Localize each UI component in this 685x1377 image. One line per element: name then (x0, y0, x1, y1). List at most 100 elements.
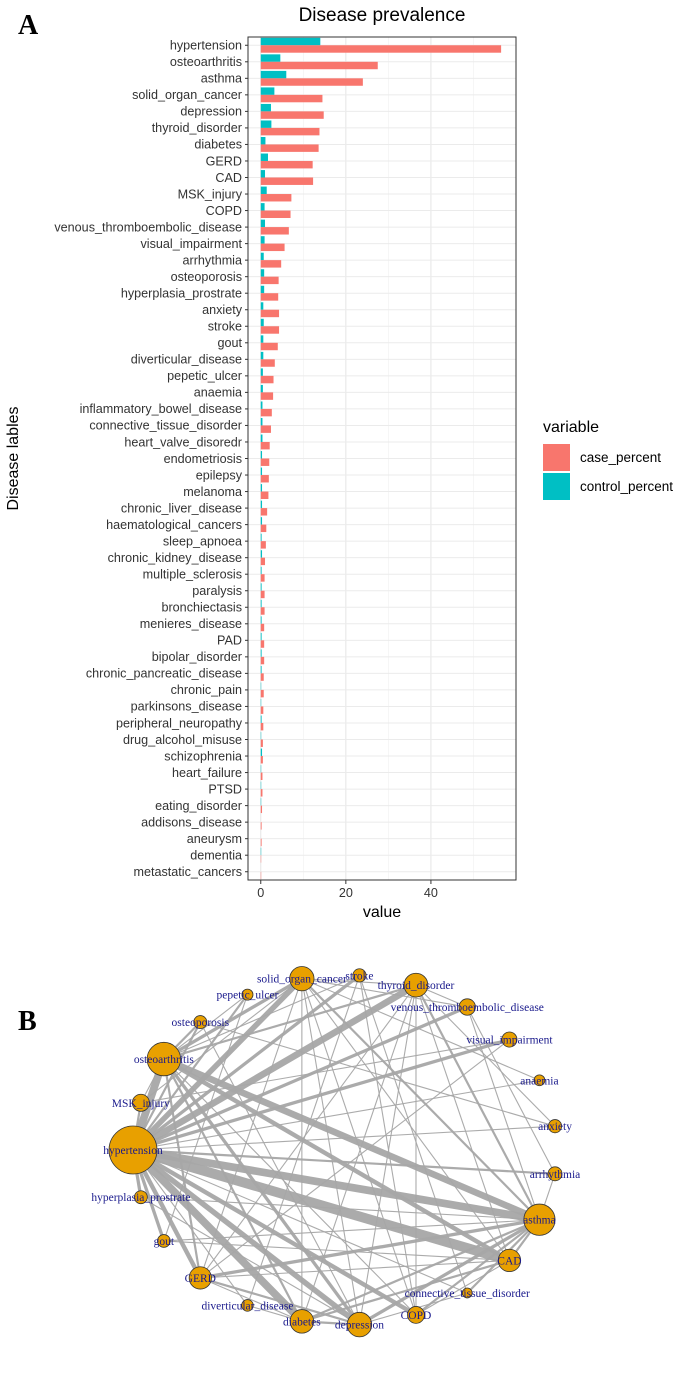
y-tick-label: bipolar_disorder (152, 650, 242, 664)
bar-case-percent (260, 326, 280, 334)
bar-case-percent (260, 227, 289, 235)
legend-label: case_percent (580, 450, 661, 465)
bar-case-percent (260, 45, 502, 53)
y-tick-label: endometriosis (164, 452, 242, 466)
network-edge (301, 977, 541, 1221)
node-label: osteoarthritis (134, 1054, 195, 1066)
node-label: connective_tissue_disorder (405, 1288, 530, 1300)
network-edge (358, 975, 417, 1315)
bar-case-percent (260, 392, 274, 400)
y-tick-label: parkinsons_disease (131, 700, 242, 714)
y-tick-label: eating_disorder (155, 799, 242, 813)
bar-control-percent (260, 616, 262, 624)
network-edge (140, 1196, 360, 1326)
bar-control-percent (260, 665, 262, 674)
bar-case-percent (260, 144, 319, 152)
node-label: diverticular_disease (201, 1300, 293, 1312)
node-label: visual_impairment (466, 1035, 553, 1047)
network-edge (358, 1218, 541, 1327)
bar-case-percent (260, 805, 263, 814)
network-edge (130, 1147, 305, 1325)
network-edge (200, 1259, 510, 1279)
bar-case-percent (260, 508, 268, 516)
plot-border (247, 36, 517, 881)
y-tick-label: sleep_apnoea (163, 534, 242, 548)
bar-case-percent (260, 706, 264, 714)
node-label: anxiety (538, 1121, 572, 1133)
network-edge (162, 1057, 511, 1263)
bar-case-percent (260, 458, 270, 466)
y-tick-label: PTSD (208, 782, 242, 796)
node-label: pepetic_ulcer (216, 990, 278, 1002)
bar-control-percent (260, 285, 265, 294)
y-tick-label: chronic_pain (171, 683, 242, 697)
y-tick-label: asthma (201, 72, 242, 86)
bar-control-percent (260, 120, 272, 128)
network-edge (199, 1039, 510, 1279)
y-tick-label: MSK_injury (178, 187, 243, 201)
y-tick-label: schizophrenia (164, 749, 242, 763)
bar-control-percent (260, 87, 275, 95)
y-tick-label: osteoarthritis (170, 55, 242, 69)
network-edge (163, 1240, 510, 1261)
bar-control-percent (260, 632, 262, 641)
y-tick-label: chronic_kidney_disease (108, 551, 242, 565)
network-edge (415, 984, 556, 1127)
bar-case-percent (260, 408, 272, 417)
x-axis-title: value (363, 904, 401, 921)
y-tick-label: arrhythmia (183, 253, 243, 267)
y-tick-label: inflammatory_bowel_disease (80, 402, 242, 416)
bar-case-percent (260, 293, 279, 301)
bar-control-percent (260, 318, 264, 327)
y-tick-label: paralysis (192, 584, 242, 598)
network-edge (131, 1147, 362, 1327)
legend-label: control_percent (580, 479, 673, 494)
bar-control-percent (260, 269, 265, 277)
bar-case-percent (260, 309, 280, 318)
y-tick-label: anxiety (202, 303, 243, 317)
bar-control-percent (260, 37, 321, 46)
network-edge (301, 978, 417, 1316)
bar-case-percent (260, 111, 324, 119)
node-label: MSK_injury (112, 1098, 170, 1110)
bar-case-percent (260, 375, 274, 384)
network-edge (301, 978, 468, 1008)
bar-control-percent (260, 599, 262, 608)
network-node (533, 1074, 546, 1087)
bar-case-percent (260, 441, 270, 450)
bar-control-percent (260, 583, 262, 591)
bar-control-percent (260, 186, 267, 195)
panel-b-letter: B (18, 1006, 37, 1037)
y-tick-label: dementia (190, 849, 242, 863)
bar-control-percent (260, 533, 262, 542)
bar-control-percent (260, 70, 287, 79)
network-node (241, 988, 254, 1001)
network-node (133, 1190, 148, 1205)
y-tick-label: COPD (206, 204, 242, 218)
network-edge (131, 1145, 511, 1266)
bar-case-percent (260, 623, 265, 632)
network-node (403, 972, 429, 998)
y-tick-label: PAD (217, 634, 242, 648)
y-tick-label: depression (180, 105, 242, 119)
network-node (346, 1311, 373, 1338)
bar-control-percent (260, 203, 265, 211)
node-label: anaemia (520, 1075, 558, 1087)
bar-case-percent (260, 822, 262, 830)
network-edge (199, 984, 417, 1279)
bar-case-percent (260, 541, 266, 549)
network-edge (301, 984, 417, 1322)
bar-control-percent (260, 302, 264, 310)
bar-control-percent (260, 748, 263, 757)
bar-case-percent (260, 359, 275, 367)
y-tick-label: venous_thromboembolic_disease (54, 220, 242, 234)
y-tick-label: hyperplasia_prostrate (121, 287, 242, 301)
node-label: gout (154, 1236, 175, 1248)
network-node (497, 1248, 522, 1273)
x-tick-label: 0 (257, 886, 264, 900)
network-edge (466, 1006, 556, 1175)
bar-case-percent (260, 276, 279, 285)
bar-control-percent (260, 351, 264, 360)
y-tick-label: pepetic_ulcer (167, 369, 242, 383)
